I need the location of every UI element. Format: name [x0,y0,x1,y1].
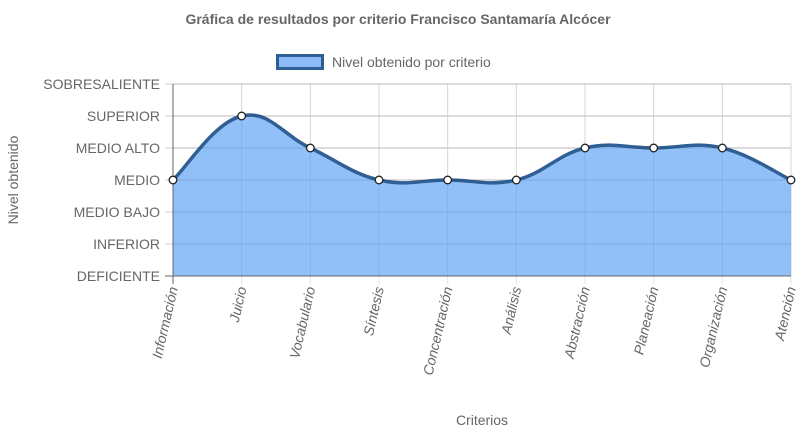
x-tick-label: Atención [771,285,796,343]
point-layer [168,111,796,185]
x-tick-label: Concentración [420,285,456,377]
legend[interactable]: Nivel obtenido por criterio [276,52,491,72]
y-tick-label: MEDIO ALTO [76,140,160,156]
y-tick-label: SUPERIOR [87,108,160,124]
legend-swatch [276,54,324,70]
data-point[interactable] [717,143,727,153]
y-tick-label: MEDIO BAJO [74,204,160,220]
y-tick-label: INFERIOR [93,236,160,252]
y-tick-label: SOBRESALIENTE [43,76,160,92]
x-tick-label: Análisis [498,285,525,337]
y-tick-labels: DEFICIENTE INFERIOR MEDIO BAJO MEDIO MEDIO A… [43,76,160,284]
y-tick-label: MEDIO [114,172,160,188]
x-tick-label: Abstracción [561,285,593,361]
x-tick-label: Síntesis [360,285,387,337]
y-axis-title: Nivel obtenido [5,135,21,224]
x-tick-label: Vocabulario [286,285,318,360]
area-layer [171,113,792,276]
y-tick-label: DEFICIENTE [77,268,160,284]
x-tick-label: Planeación [630,285,661,356]
x-tick-label: Organización [696,285,730,369]
data-point[interactable] [786,175,796,185]
x-tick-label: Información [149,285,181,360]
data-point[interactable] [511,175,521,185]
data-point[interactable] [305,143,315,153]
x-tick-label: Juicio [226,285,250,325]
x-axis-title: Criterios [456,412,508,428]
data-point[interactable] [580,143,590,153]
chart-title: Gráfica de resultados por criterio Franc… [185,11,611,27]
x-tick-labels: Información Juicio Vocabulario Síntesis Conc… [149,285,796,377]
data-point[interactable] [649,143,659,153]
series-line [171,113,792,185]
data-point[interactable] [237,111,247,121]
data-point[interactable] [374,175,384,185]
data-point[interactable] [168,175,178,185]
legend-label: Nivel obtenido por criterio [332,54,491,70]
data-point[interactable] [443,175,453,185]
series-area-fill [173,114,791,276]
